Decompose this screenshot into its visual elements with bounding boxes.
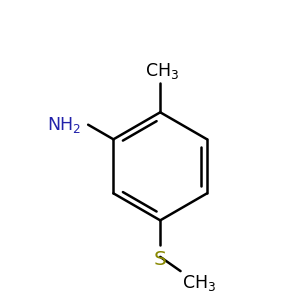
Text: NH$_2$: NH$_2$ (47, 115, 81, 135)
Text: CH$_3$: CH$_3$ (182, 273, 216, 292)
Text: CH$_3$: CH$_3$ (145, 61, 179, 81)
Text: S: S (154, 250, 167, 268)
